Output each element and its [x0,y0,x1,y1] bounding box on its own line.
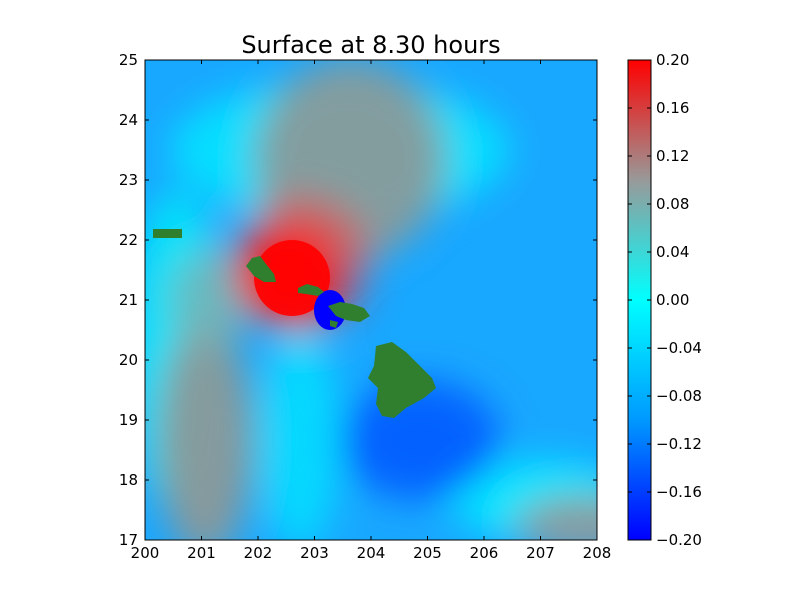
island-oahu [298,284,324,296]
colorbar-gradient [628,60,651,540]
y-axis: 17 18 19 20 21 22 23 24 25 [119,51,597,549]
y-tick-label: 25 [119,51,138,69]
chart-title: Surface at 8.30 hours [241,31,500,59]
y-tick-label: 23 [119,171,138,189]
cyan-band-center [260,330,340,540]
y-tick-label: 19 [119,411,138,429]
colorbar-tick-label: 0.08 [656,195,689,213]
island-niihau [153,229,182,238]
colorbar-tick-label: −0.04 [656,339,702,357]
x-tick-label: 204 [357,544,386,562]
x-tick-label: 201 [187,544,216,562]
plot-area: 200 201 202 203 204 205 206 207 208 17 18 19 20 21 22… [119,51,612,562]
land-masses [153,229,436,418]
island-hawaii [368,342,436,418]
gray-band-southeast [515,495,597,540]
island-kauai [246,256,276,282]
island-molokai-tip [330,320,338,328]
colorbar-tick-label: 0.12 [656,147,689,165]
x-tick-label: 205 [413,544,442,562]
red-peak-core [254,240,330,316]
colorbar-tick-label: 0.16 [656,99,689,117]
x-tick-label: 207 [526,544,555,562]
colorbar-tick-label: −0.16 [656,483,702,501]
gray-band-southwest [157,320,253,540]
y-tick-label: 17 [119,531,138,549]
x-axis: 200 201 202 203 204 205 206 207 208 [131,60,612,562]
y-tick-label: 24 [119,111,138,129]
y-tick-label: 20 [119,351,138,369]
y-tick-label: 21 [119,291,138,309]
colorbar-ticks: 0.20 0.16 0.12 0.08 0.04 0.00 −0.04 −0.08 −0.12 −… [628,51,702,549]
colorbar-tick-label: −0.12 [656,435,702,453]
gray-band-west [170,250,250,350]
x-tick-label: 203 [300,544,329,562]
colorbar-tick-label: −0.08 [656,387,702,405]
x-tick-label: 202 [244,544,273,562]
colorbar-tick-label: −0.20 [656,531,702,549]
colorbar-tick-label: 0.00 [656,291,689,309]
island-maui [328,302,370,322]
x-tick-label: 206 [470,544,499,562]
colorbar: 0.20 0.16 0.12 0.08 0.04 0.00 −0.04 −0.08 −0.12 −… [627,51,702,549]
x-tick-label: 208 [583,544,612,562]
y-tick-label: 18 [119,471,138,489]
heatmap-field [145,60,597,540]
y-tick-label: 22 [119,231,138,249]
blue-negative-core [314,290,346,330]
colorbar-tick-label: 0.04 [656,243,689,261]
colorbar-tick-label: 0.20 [656,51,689,69]
x-tick-label: 200 [131,544,160,562]
